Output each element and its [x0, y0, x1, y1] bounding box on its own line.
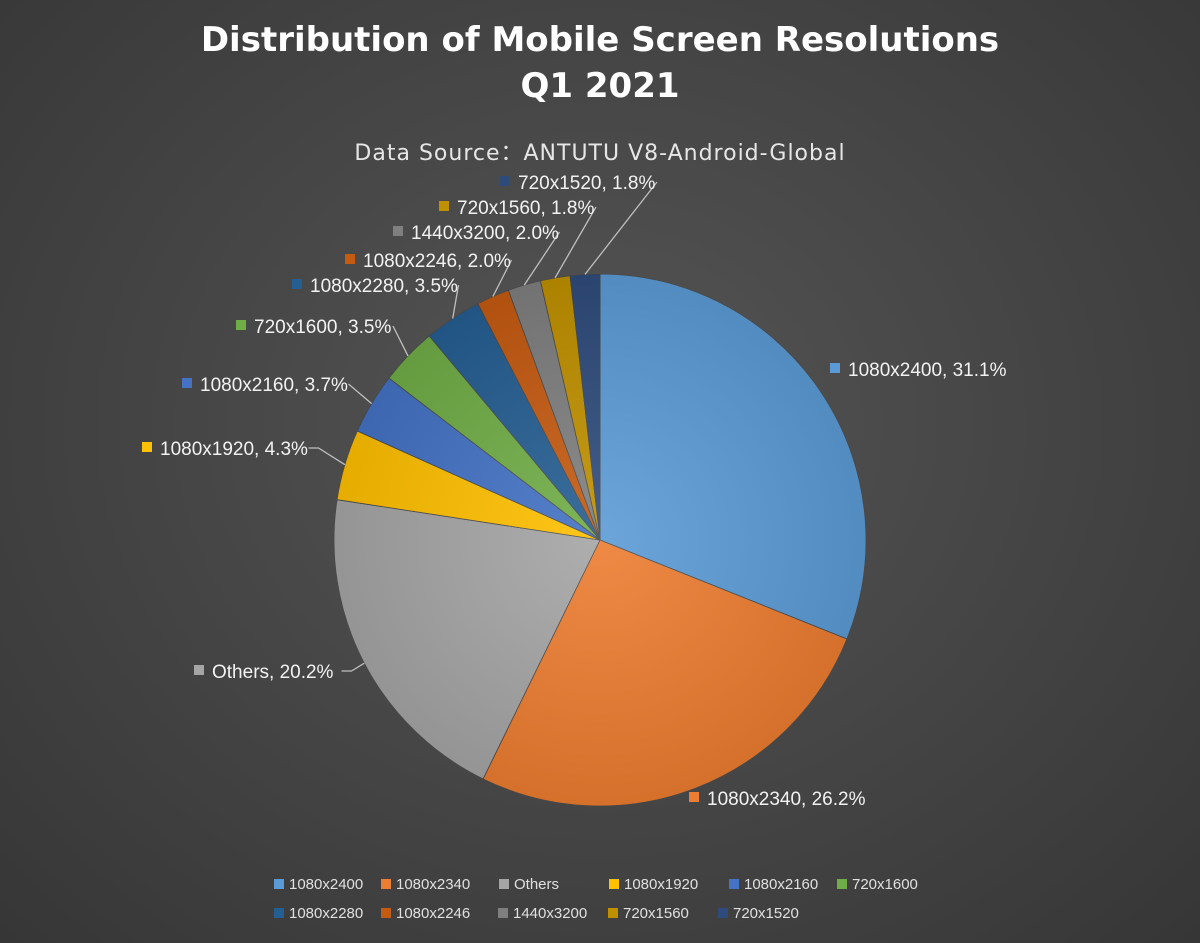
legend-item-1080x1920: 1080x1920 — [624, 876, 698, 893]
data-label-1080x1920: 1080x1920, 4.3% — [160, 439, 308, 460]
legend-item-others: Others — [514, 876, 559, 893]
data-label-marker-1440x3200 — [393, 226, 403, 236]
leader-lines — [308, 181, 658, 672]
leader-line-720x1520 — [584, 181, 658, 275]
chart-title-line2: Q1 2021 — [520, 66, 679, 106]
data-label-marker-1080x2340 — [689, 792, 699, 802]
legend-marker-720x1520 — [718, 908, 728, 918]
legend-item-1080x2340: 1080x2340 — [396, 876, 470, 893]
data-label-1080x2340: 1080x2340, 26.2% — [707, 789, 866, 810]
leader-line-others — [341, 662, 365, 672]
data-label-1440x3200: 1440x3200, 2.0% — [411, 223, 559, 244]
data-label-720x1600: 720x1600, 3.5% — [254, 317, 391, 338]
data-label-1080x2160: 1080x2160, 3.7% — [200, 375, 348, 396]
data-label-others: Others, 20.2% — [212, 662, 334, 683]
legend-marker-720x1560 — [608, 908, 618, 918]
data-label-marker-720x1520 — [500, 176, 510, 186]
legend-item-1440x3200: 1440x3200 — [513, 905, 587, 922]
legend-item-1080x2160: 1080x2160 — [744, 876, 818, 893]
legend-item-1080x2246: 1080x2246 — [396, 905, 470, 922]
legend-marker-1440x3200 — [498, 908, 508, 918]
data-label-marker-720x1560 — [439, 201, 449, 211]
data-label-1080x2280: 1080x2280, 3.5% — [310, 276, 458, 297]
legend-item-720x1560: 720x1560 — [623, 905, 689, 922]
legend-marker-1080x2340 — [381, 879, 391, 889]
data-label-marker-1080x2160 — [182, 378, 192, 388]
data-label-marker-1080x1920 — [142, 442, 152, 452]
leader-line-1080x2246 — [492, 259, 513, 297]
pie-slices — [333, 273, 867, 807]
legend-marker-1080x2400 — [274, 879, 284, 889]
legend-marker-1080x2160 — [729, 879, 739, 889]
legend-item-1080x2280: 1080x2280 — [289, 905, 363, 922]
data-label-720x1520: 720x1520, 1.8% — [518, 173, 655, 194]
leader-line-1080x2280 — [452, 284, 460, 319]
legend-marker-720x1600 — [837, 879, 847, 889]
chart-title: Distribution of Mobile Screen Resolution… — [201, 20, 999, 60]
legend: 1080x2400 1080x2340 Others 1080x1920 1080x21… — [274, 876, 918, 922]
legend-item-720x1520: 720x1520 — [733, 905, 799, 922]
legend-marker-others — [499, 879, 509, 889]
data-label-marker-1080x2280 — [292, 279, 302, 289]
leader-line-720x1560 — [554, 206, 597, 279]
legend-item-720x1600: 720x1600 — [852, 876, 918, 893]
data-labels: 1080x2400, 31.1% 1080x2340, 26.2% Others, … — [142, 173, 1007, 810]
data-label-marker-others — [194, 665, 204, 675]
leader-line-720x1600 — [392, 325, 409, 357]
data-label-1080x2246: 1080x2246, 2.0% — [363, 251, 511, 272]
leader-line-1440x3200 — [523, 231, 561, 286]
legend-marker-1080x2280 — [274, 908, 284, 918]
leader-line-1080x1920 — [308, 447, 346, 466]
chart-subtitle: Data Source：ANTUTU V8-Android-Global — [354, 141, 845, 166]
data-label-marker-720x1600 — [236, 320, 246, 330]
data-label-1080x2400: 1080x2400, 31.1% — [848, 360, 1007, 381]
legend-item-1080x2400: 1080x2400 — [289, 876, 363, 893]
leader-line-1080x2160 — [348, 383, 373, 405]
legend-marker-1080x1920 — [609, 879, 619, 889]
data-label-marker-1080x2400 — [830, 363, 840, 373]
data-label-720x1560: 720x1560, 1.8% — [457, 198, 594, 219]
legend-marker-1080x2246 — [381, 908, 391, 918]
data-label-marker-1080x2246 — [345, 254, 355, 264]
